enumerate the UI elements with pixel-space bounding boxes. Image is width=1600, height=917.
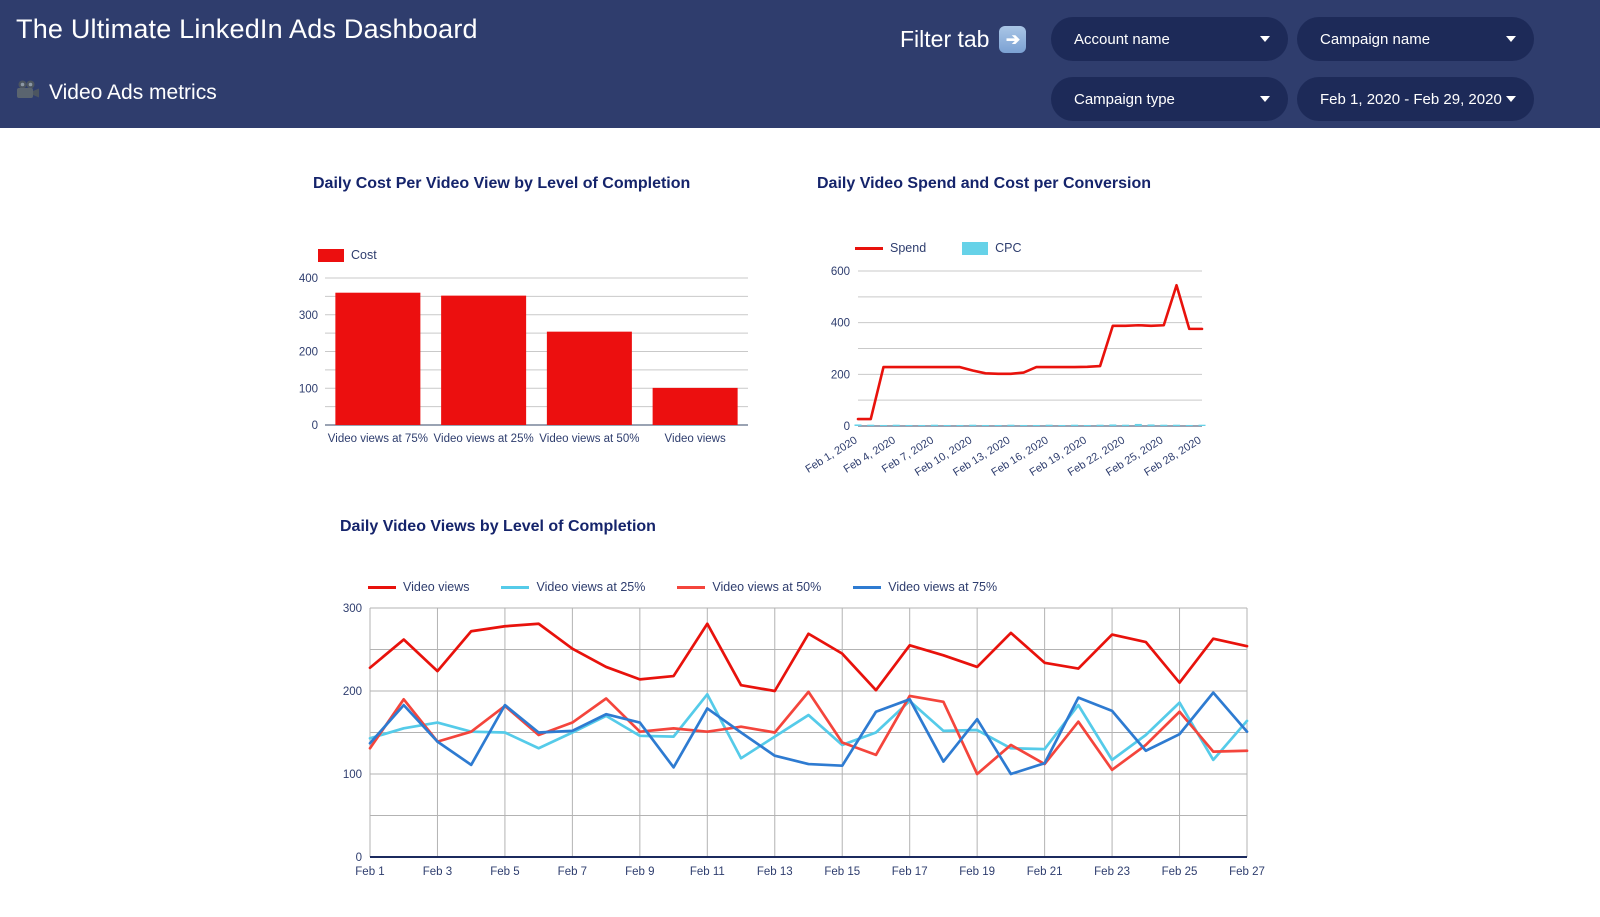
- svg-text:Video views at 75%: Video views at 75%: [328, 433, 428, 445]
- legend-item: Video views: [368, 580, 469, 594]
- svg-text:Feb 3: Feb 3: [423, 866, 452, 878]
- legend-swatch: [677, 585, 706, 589]
- page-subtitle-label: Video Ads metrics: [49, 81, 217, 104]
- svg-text:300: 300: [343, 603, 362, 615]
- svg-text:Feb 7: Feb 7: [558, 866, 587, 878]
- legend-item: CPC: [962, 241, 1022, 255]
- dashboard-title: The Ultimate LinkedIn Ads Dashboard: [16, 14, 478, 44]
- chart-cost-per-video-view: Daily Cost Per Video View by Level of Co…: [286, 165, 756, 460]
- chart-daily-video-views: Daily Video Views by Level of Completion…: [340, 508, 1285, 913]
- chart-title: Daily Cost Per Video View by Level of Co…: [313, 175, 691, 192]
- svg-text:200: 200: [299, 347, 318, 359]
- legend-item: Spend: [855, 241, 926, 255]
- legend: Spend CPC: [855, 241, 1022, 255]
- arrow-right-icon: ➔: [999, 26, 1027, 53]
- filter-campaign-type-label: Campaign type: [1074, 90, 1175, 108]
- svg-text:0: 0: [844, 421, 850, 433]
- chevron-down-icon: [1260, 36, 1270, 42]
- svg-text:Feb 27: Feb 27: [1229, 866, 1265, 878]
- chart-title: Daily Video Spend and Cost per Conversio…: [817, 175, 1151, 192]
- svg-text:Feb 15: Feb 15: [824, 866, 860, 878]
- filter-campaign-name-label: Campaign name: [1320, 30, 1431, 48]
- svg-text:Feb 13: Feb 13: [757, 866, 793, 878]
- legend-item: Video views at 75%: [853, 580, 997, 594]
- filter-campaign-type[interactable]: Campaign type: [1051, 77, 1288, 121]
- svg-text:400: 400: [831, 318, 850, 330]
- page-subtitle: Video Ads metrics: [16, 80, 217, 106]
- svg-text:Feb 21: Feb 21: [1027, 866, 1063, 878]
- legend: Video views Video views at 25% Video views…: [368, 580, 997, 594]
- svg-text:100: 100: [343, 769, 362, 781]
- filter-tab: Filter tab ➔: [900, 26, 1027, 53]
- svg-text:Feb 19: Feb 19: [959, 866, 995, 878]
- svg-text:600: 600: [831, 266, 850, 278]
- filter-tab-label: Filter tab: [900, 26, 990, 52]
- chevron-down-icon: [1260, 96, 1270, 102]
- header: The Ultimate LinkedIn Ads Dashboard Vide…: [0, 0, 1600, 128]
- svg-text:0: 0: [312, 420, 318, 432]
- legend-swatch: [318, 248, 344, 262]
- legend: Cost: [318, 248, 377, 262]
- chevron-down-icon: [1506, 96, 1516, 102]
- svg-text:Feb 1: Feb 1: [355, 866, 384, 878]
- legend-item: Video views at 50%: [677, 580, 821, 594]
- svg-text:0: 0: [356, 852, 362, 864]
- svg-text:Video views: Video views: [665, 433, 726, 445]
- svg-text:Feb 17: Feb 17: [892, 866, 928, 878]
- line-chart-svg: 0 100 200 300 Feb 1 Feb 3 Feb 5 Feb 7 Feb 9 Feb 1…: [343, 603, 1265, 878]
- chart-spend-and-cpc: Daily Video Spend and Cost per Conversio…: [790, 165, 1250, 500]
- legend-swatch: [962, 241, 989, 255]
- legend-swatch: [853, 585, 882, 589]
- filter-account-name-label: Account name: [1074, 30, 1170, 48]
- legend-swatch: [501, 585, 530, 589]
- chevron-down-icon: [1506, 36, 1516, 42]
- svg-text:100: 100: [299, 383, 318, 395]
- svg-text:Feb 25: Feb 25: [1162, 866, 1198, 878]
- legend-item: Cost: [318, 248, 377, 262]
- svg-text:300: 300: [299, 310, 318, 322]
- filter-date-range[interactable]: Feb 1, 2020 - Feb 29, 2020: [1297, 77, 1534, 121]
- svg-text:200: 200: [343, 686, 362, 698]
- filter-date-range-label: Feb 1, 2020 - Feb 29, 2020: [1320, 90, 1502, 108]
- legend-swatch: [368, 585, 396, 589]
- chart-title: Daily Video Views by Level of Completion: [340, 518, 656, 535]
- svg-text:Feb 11: Feb 11: [690, 866, 725, 878]
- svg-text:Feb 5: Feb 5: [490, 866, 519, 878]
- filter-account-name[interactable]: Account name: [1051, 17, 1288, 61]
- bar-chart-svg: 0 100 200 300 400 Video views at 75% Video vie…: [299, 273, 748, 445]
- svg-text:Video views at 50%: Video views at 50%: [539, 433, 639, 445]
- legend-item: Video views at 25%: [501, 580, 645, 594]
- svg-text:400: 400: [299, 273, 318, 285]
- svg-text:Feb 9: Feb 9: [625, 866, 654, 878]
- svg-text:200: 200: [831, 369, 850, 381]
- movie-camera-icon: [16, 80, 40, 106]
- svg-text:Feb 23: Feb 23: [1094, 866, 1130, 878]
- legend-swatch: [855, 246, 883, 250]
- filter-campaign-name[interactable]: Campaign name: [1297, 17, 1534, 61]
- svg-text:Video views at 25%: Video views at 25%: [434, 433, 534, 445]
